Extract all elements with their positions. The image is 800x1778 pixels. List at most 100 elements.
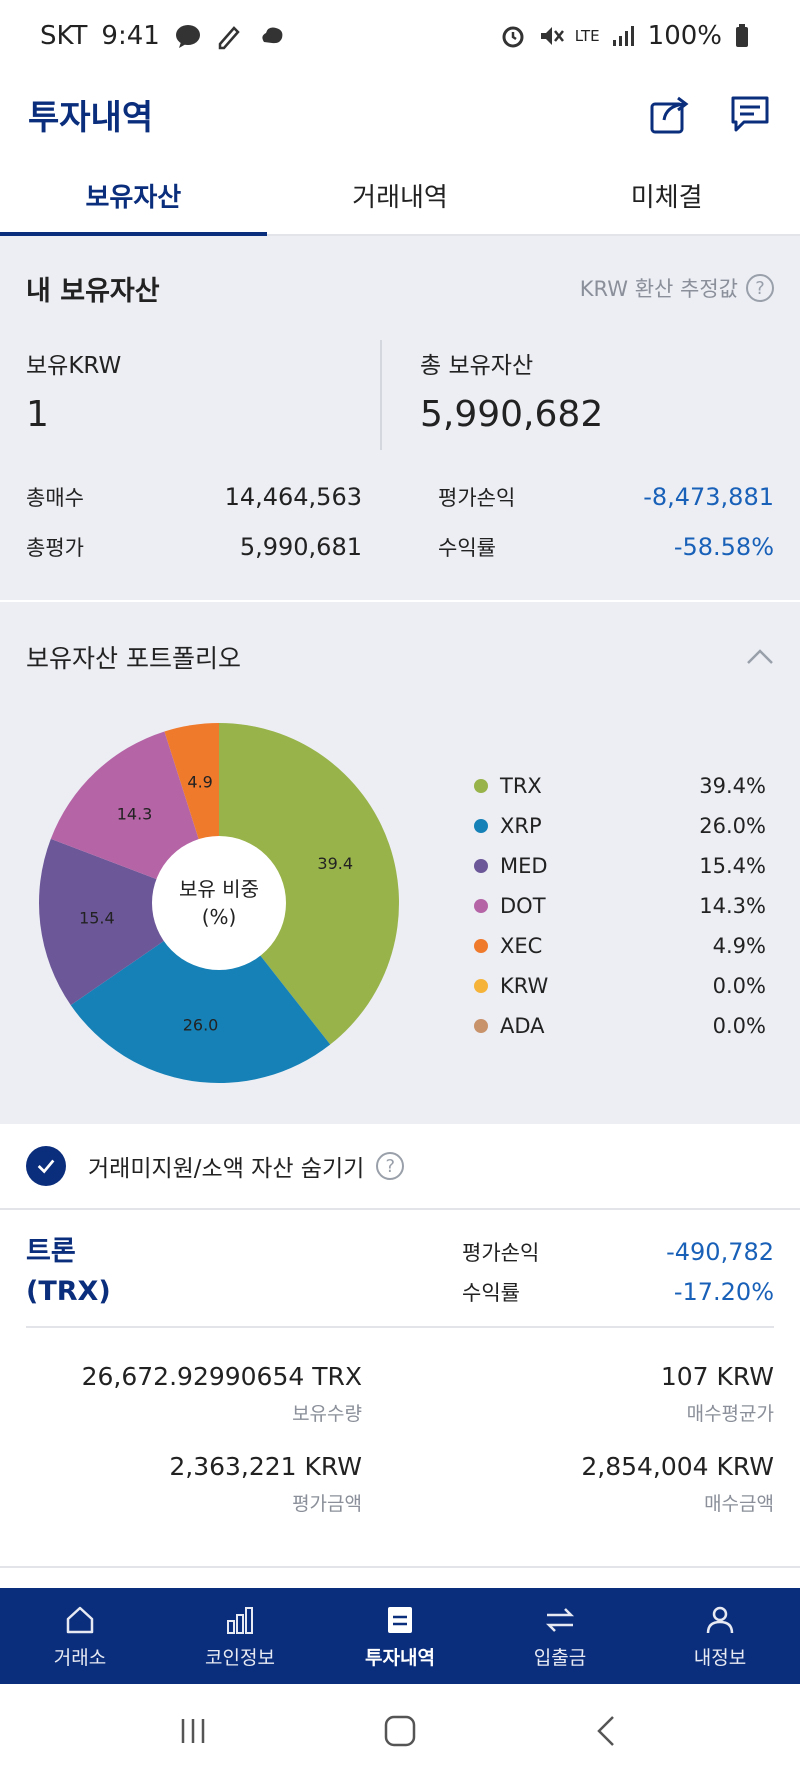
total-buy-label: 총매수 xyxy=(26,486,84,510)
donut-slice-med xyxy=(38,838,219,1006)
portfolio-legend: TRX 39.4% XRP 26.0% MED 15.4% DOT 14.3% XEC 4.9% K… xyxy=(474,766,766,1046)
krw-value: 1 xyxy=(26,394,49,435)
cloud-icon xyxy=(258,22,286,50)
nav-coin-info-label: 코인정보 xyxy=(205,1646,275,1669)
return-rate-value: -58.58% xyxy=(673,533,774,561)
legend-dot-icon xyxy=(474,899,488,913)
nav-my-info-label: 내정보 xyxy=(693,1646,747,1669)
donut-center-label: 보유 비중 xyxy=(179,877,259,901)
legend-symbol: KRW xyxy=(500,974,549,998)
legend-symbol: ADA xyxy=(500,1014,545,1038)
legend-symbol: XRP xyxy=(500,814,542,838)
coin-qty-value: 26,672.92990654 TRX xyxy=(81,1362,362,1391)
transfer-icon xyxy=(545,1607,575,1632)
donut-slice-label-trx: 39.4 xyxy=(317,854,353,873)
legend-symbol: TRX xyxy=(500,774,542,798)
back-icon[interactable] xyxy=(587,1711,627,1751)
coin-avg-price-label: 매수평균가 xyxy=(686,1403,774,1425)
nav-deposit-withdraw[interactable]: 입출금 xyxy=(480,1588,640,1684)
status-bar: SKT 9:41 LTE 100% xyxy=(0,0,800,72)
legend-dot-icon xyxy=(474,819,488,833)
nav-investments[interactable]: 투자내역 xyxy=(320,1588,480,1684)
battery-label: 100% xyxy=(647,21,722,51)
krw-estimate-note: KRW 환산 추정값 xyxy=(579,277,738,301)
donut-slice-trx xyxy=(219,723,399,1045)
help-icon[interactable]: ? xyxy=(376,1152,405,1180)
nav-exchange[interactable]: 거래소 xyxy=(0,1588,160,1684)
portfolio-section: 보유자산 포트폴리오 보유 비중 (%) 39.4 26.0 15.4 14.3 4.9… xyxy=(0,602,800,1124)
tab-holdings[interactable]: 보유자산 xyxy=(0,156,267,236)
hide-small-checkbox[interactable] xyxy=(26,1146,66,1186)
legend-dot-icon xyxy=(474,979,488,993)
coin-buy-value: 2,854,004 KRW xyxy=(581,1452,774,1481)
coin-pl-label: 평가손익 xyxy=(462,1241,540,1265)
home-icon xyxy=(66,1606,94,1633)
nav-deposit-withdraw-label: 입출금 xyxy=(533,1646,587,1669)
tab-bar: 보유자산 거래내역 미체결 xyxy=(0,156,800,236)
chevron-up-icon[interactable] xyxy=(746,643,774,671)
legend-dot-icon xyxy=(474,859,488,873)
recent-apps-icon[interactable] xyxy=(173,1711,213,1751)
bottom-navigation: 거래소 코인정보 투자내역 입출금 내정보 xyxy=(0,1588,800,1684)
clock: 9:41 xyxy=(101,21,160,51)
nav-my-info[interactable]: 내정보 xyxy=(640,1588,800,1684)
hide-small-label: 거래미지원/소액 자산 숨기기 xyxy=(88,1156,365,1182)
total-eval-label: 총평가 xyxy=(26,536,84,560)
nav-coin-info[interactable]: 코인정보 xyxy=(160,1588,320,1684)
help-icon[interactable]: ? xyxy=(746,274,774,302)
legend-symbol: MED xyxy=(500,854,548,878)
chat-icon[interactable] xyxy=(728,92,772,136)
legend-item-xec: XEC 4.9% xyxy=(474,926,766,966)
legend-percent: 14.3% xyxy=(699,894,766,918)
donut-slice-label-xrp: 26.0 xyxy=(183,1016,219,1035)
alarm-icon xyxy=(499,22,527,50)
donut-slice-label-med: 15.4 xyxy=(79,909,115,928)
signal-icon xyxy=(610,22,638,50)
total-buy-value: 14,464,563 xyxy=(224,483,362,511)
battery-icon xyxy=(732,22,760,50)
holdings-summary: 내 보유자산 KRW 환산 추정값 ? 보유KRW 1 총 보유자산 5,990… xyxy=(0,236,800,600)
legend-item-med: MED 15.4% xyxy=(474,846,766,886)
total-assets-label: 총 보유자산 xyxy=(420,353,534,379)
pl-value: -8,473,881 xyxy=(643,483,774,511)
check-icon xyxy=(37,1159,55,1174)
system-navigation xyxy=(0,1684,800,1778)
coin-name: 트론 xyxy=(26,1236,76,1267)
mute-icon xyxy=(537,22,565,50)
talk-icon xyxy=(174,22,202,50)
coin-eval-label: 평가금액 xyxy=(292,1493,362,1515)
nav-exchange-label: 거래소 xyxy=(53,1646,107,1669)
legend-dot-icon xyxy=(474,779,488,793)
legend-item-krw: KRW 0.0% xyxy=(474,966,766,1006)
donut-slice-xrp xyxy=(70,903,331,1083)
pencil-icon xyxy=(216,22,244,50)
legend-symbol: XEC xyxy=(500,934,543,958)
legend-percent: 0.0% xyxy=(712,1014,766,1038)
bar-chart-icon xyxy=(227,1606,253,1634)
app-header: 투자내역 xyxy=(0,72,800,156)
coin-pl-value: -490,782 xyxy=(666,1238,774,1266)
nav-investments-label: 투자내역 xyxy=(365,1646,435,1669)
coin-card-trx[interactable]: 트론 (TRX) 평가손익 -490,782 수익률 -17.20% 26,672.… xyxy=(0,1212,800,1568)
coin-rate-value: -17.20% xyxy=(673,1278,774,1306)
legend-percent: 4.9% xyxy=(712,934,766,958)
person-icon xyxy=(706,1606,734,1633)
legend-item-xrp: XRP 26.0% xyxy=(474,806,766,846)
coin-avg-price-value: 107 KRW xyxy=(660,1362,774,1391)
legend-percent: 0.0% xyxy=(712,974,766,998)
document-icon xyxy=(388,1606,412,1633)
krw-label: 보유KRW xyxy=(26,353,122,379)
tab-open-orders[interactable]: 미체결 xyxy=(630,182,703,213)
pl-label: 평가손익 xyxy=(438,486,516,510)
legend-percent: 39.4% xyxy=(699,774,766,798)
donut-slice-label-dot: 14.3 xyxy=(117,805,153,824)
share-icon[interactable] xyxy=(648,92,692,136)
legend-percent: 26.0% xyxy=(699,814,766,838)
tab-history[interactable]: 거래내역 xyxy=(352,182,448,213)
hide-small-assets-row: 거래미지원/소액 자산 숨기기 ? xyxy=(0,1124,800,1210)
network-label: LTE xyxy=(574,27,600,45)
return-rate-label: 수익률 xyxy=(438,536,496,560)
donut-slice-label-xec: 4.9 xyxy=(187,772,212,791)
home-button-icon[interactable] xyxy=(380,1711,420,1751)
portfolio-donut-chart: 보유 비중 (%) 39.4 26.0 15.4 14.3 4.9 xyxy=(38,723,399,1083)
